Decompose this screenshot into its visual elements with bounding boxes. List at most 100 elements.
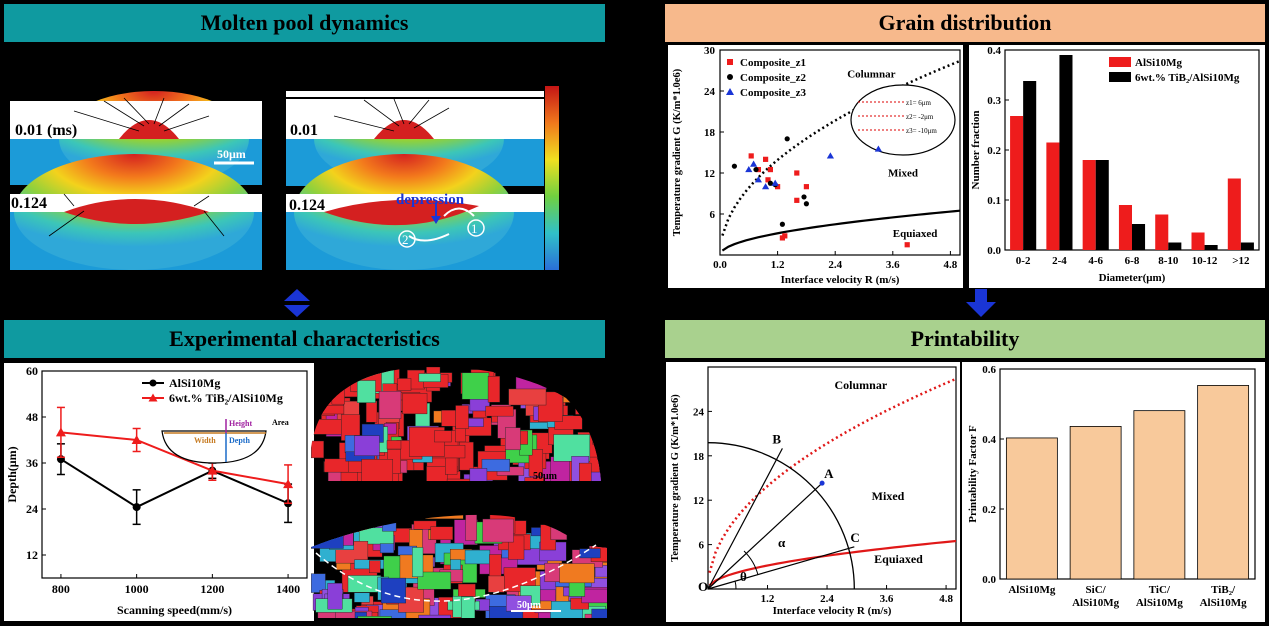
x-tick-label: AlSi10Mg (1008, 584, 1056, 596)
grain (597, 448, 607, 460)
grain (431, 527, 453, 540)
y-tick-label: 24 (693, 406, 705, 418)
grain (398, 378, 411, 390)
bar (1198, 385, 1249, 579)
grain (456, 405, 469, 428)
grain (337, 487, 360, 514)
grain (589, 522, 607, 549)
x-tick-label: 1.2 (761, 593, 775, 605)
x-tick-label: 4-6 (1088, 255, 1103, 267)
legend-label: AlSi10Mg (1135, 57, 1183, 69)
grain (366, 401, 377, 422)
grain (379, 391, 401, 418)
x-tick-label: 10-12 (1192, 255, 1218, 267)
legend-marker (726, 88, 734, 95)
x-tick-label: 2-4 (1052, 255, 1067, 267)
grain (580, 372, 596, 383)
grain (358, 616, 392, 621)
grain (592, 609, 607, 621)
grain (496, 620, 529, 621)
grain (359, 620, 383, 621)
grain (357, 381, 375, 403)
inset-ellipse (851, 85, 955, 155)
grain (341, 472, 357, 488)
banner-molten-pool: Molten pool dynamics (4, 4, 605, 42)
y-tick-label: 0.4 (987, 45, 1001, 57)
frame-4-label: 0.124 (289, 197, 325, 214)
grain (587, 367, 607, 396)
grain (419, 615, 451, 621)
data-point (750, 161, 757, 167)
grain (465, 550, 490, 564)
ebsd-scale-label-bottom: 50μm (517, 600, 542, 611)
grain (311, 441, 323, 458)
y-tick-label: 12 (26, 548, 38, 562)
grain (380, 544, 394, 553)
banner-grain-title: Grain distribution (879, 10, 1052, 36)
y-axis-label: Temperature gradient G (K/m*1.0e6) (672, 68, 683, 236)
grain (559, 517, 569, 532)
y-tick-label: 24 (704, 86, 716, 98)
bar (1205, 245, 1218, 250)
frame-3-label: 0.124 (11, 195, 47, 212)
y-axis-label: Printability Factor F (967, 425, 979, 523)
series-line (61, 459, 288, 507)
grain (588, 394, 607, 404)
grain (509, 389, 546, 405)
region-label-mixed: Mixed (888, 167, 918, 179)
y-tick-label: 0.1 (987, 195, 1001, 207)
grain (590, 382, 607, 395)
inset-area-label: Area (272, 418, 289, 427)
grain (381, 578, 406, 603)
bar (1070, 426, 1121, 579)
colorbar (545, 86, 559, 270)
grain (462, 373, 489, 399)
x-tick-label: TiB₂/ (1211, 584, 1236, 596)
grain (575, 392, 590, 415)
y-tick-label: 6 (710, 209, 716, 221)
data-point (827, 152, 834, 158)
depression-annotation: depression (396, 192, 465, 208)
bar (1010, 116, 1023, 250)
x-tick-label: 1200 (200, 582, 224, 596)
bar (1023, 81, 1036, 250)
ebsd-scale-label-top: 50μm (533, 471, 558, 482)
legend-marker (150, 380, 157, 387)
legend-label: 6wt.% TiB₂/AlSi10Mg (169, 391, 283, 405)
data-point (782, 233, 787, 238)
inset-width-label: Width (194, 436, 216, 445)
grain (412, 547, 423, 576)
grain (579, 463, 591, 481)
data-point (804, 184, 809, 189)
inset-label: z1= 6μm (906, 99, 932, 107)
x-tick-label: 8-10 (1158, 255, 1179, 267)
frame-2-label: 0.01 (290, 122, 318, 139)
x-tick-label: 2.4 (828, 259, 842, 271)
banner-printability-title: Printability (911, 326, 1020, 352)
x-tick-label: 3.6 (886, 259, 900, 271)
ray-B (708, 448, 782, 589)
grain (425, 510, 463, 519)
data-point (763, 157, 768, 162)
grain (470, 468, 487, 489)
y-axis-label: Temperature gradient G (K/m*1.0e6) (670, 394, 681, 562)
data-point (801, 194, 806, 199)
y-tick-label: 36 (26, 456, 38, 470)
x-tick-label: 2.4 (820, 593, 834, 605)
grain (447, 484, 482, 501)
molten-pool-panel: 0.01 (ms) 50μm 0.01 (4, 86, 564, 276)
x-tick-label: AlSi10Mg (1136, 597, 1184, 609)
x-tick-label: >12 (1232, 255, 1250, 267)
point-a-label: A (824, 466, 834, 481)
x-tick-label: 4.8 (939, 593, 953, 605)
y-tick-label: 0.3 (987, 95, 1001, 107)
banner-molten-pool-title: Molten pool dynamics (201, 10, 409, 36)
alpha-label: α (778, 535, 786, 550)
grain (483, 519, 514, 542)
bar (1134, 411, 1185, 579)
grain (397, 482, 428, 492)
grain (594, 620, 607, 621)
x-tick-label: 6-8 (1125, 255, 1140, 267)
region-label-mixed: Mixed (872, 489, 905, 503)
